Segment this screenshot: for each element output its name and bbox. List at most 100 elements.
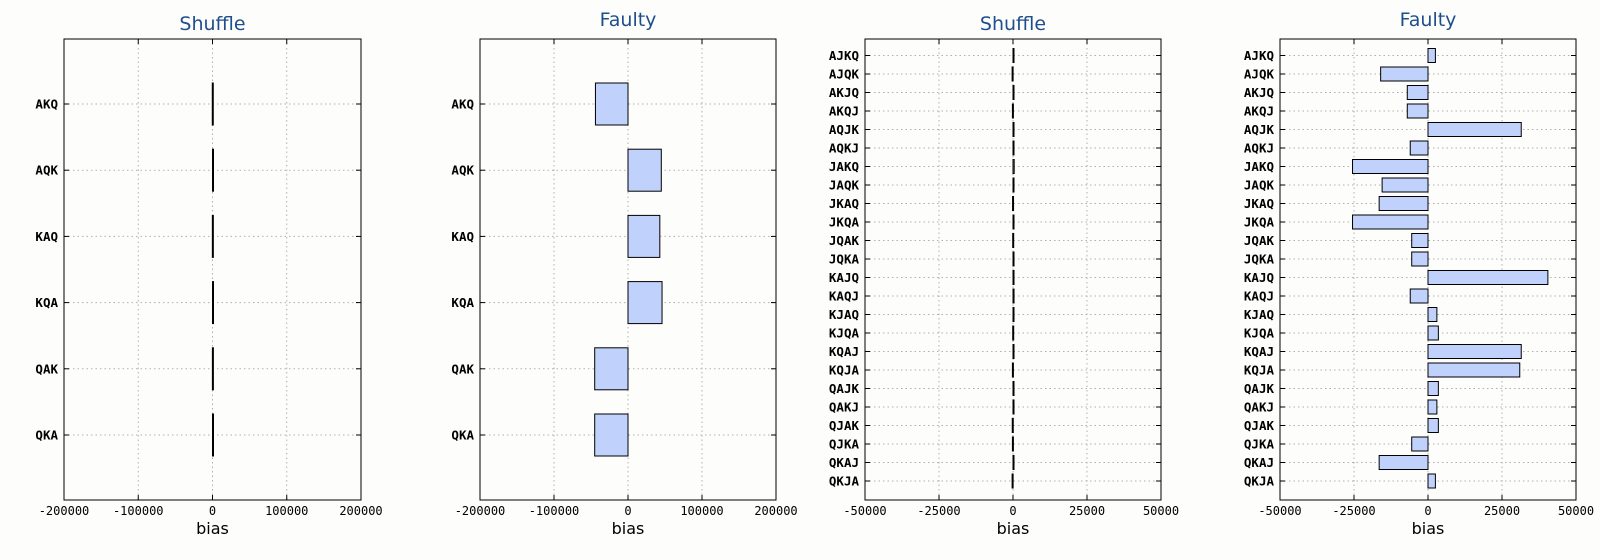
y-tick-label: KAQJ xyxy=(1244,289,1274,304)
x-tick-label: 100000 xyxy=(265,504,308,518)
bar-QAJK xyxy=(1427,381,1439,396)
bar-KAJQ xyxy=(1427,270,1549,285)
bar-AKQJ xyxy=(1406,103,1429,119)
x-tick-label: -50000 xyxy=(843,504,886,518)
bar-QKA xyxy=(594,413,629,457)
bar-JKAQ xyxy=(1012,196,1015,211)
x-tick-label: 25000 xyxy=(1484,504,1520,518)
y-tick-label: KAJQ xyxy=(1244,270,1274,285)
y-tick-label: QAK xyxy=(451,361,474,376)
y-tick-label: QAKJ xyxy=(829,400,859,415)
bar-JAKQ xyxy=(1352,159,1429,174)
bar-KQJA xyxy=(1427,362,1521,378)
x-tick-label: 0 xyxy=(209,504,216,518)
chart-title: Faulty xyxy=(1400,9,1457,31)
bar-QKAJ xyxy=(1012,455,1015,470)
bar-QAK xyxy=(211,347,214,391)
bar-KQJA xyxy=(1011,362,1014,378)
y-tick-label: QAJK xyxy=(829,381,860,396)
x-axis-label: bias xyxy=(612,519,645,538)
y-tick-label: QJAK xyxy=(1244,418,1275,433)
bar-KAQ xyxy=(211,214,214,258)
chart-panel-1: Shuffle -200000 -100000 0 100000 200000 AKQ AQK… xyxy=(35,13,382,538)
y-tick-label: JQKA xyxy=(829,252,860,267)
x-tick-label: -25000 xyxy=(917,504,960,518)
bar-KJAQ xyxy=(1012,307,1015,322)
y-tick-label: KQJA xyxy=(829,363,860,378)
x-axis-label: bias xyxy=(997,519,1030,538)
bar-JKQA xyxy=(1352,214,1429,230)
x-tick-label: -100000 xyxy=(113,504,164,518)
bar-QKAJ xyxy=(1378,455,1429,470)
y-tick-label: AQJK xyxy=(1244,122,1275,137)
bar-JAQK xyxy=(1012,177,1015,193)
x-tick-label: 0 xyxy=(624,504,631,518)
bar-KAQJ xyxy=(1409,288,1429,304)
x-tick-label: 100000 xyxy=(680,504,723,518)
bar-QJKA xyxy=(1411,436,1429,452)
y-tick-label: AKQJ xyxy=(829,104,859,119)
axes-frame xyxy=(1279,38,1577,501)
bar-AQK xyxy=(212,148,214,192)
axes-frame xyxy=(864,38,1162,501)
y-tick-label: QKJA xyxy=(1244,474,1275,489)
y-tick-label: AKQJ xyxy=(1244,104,1274,119)
y-tick-label: QKAJ xyxy=(1244,455,1274,470)
bar-AJQK xyxy=(1380,66,1429,82)
bar-QAKJ xyxy=(1427,399,1438,415)
y-tick-label: KQA xyxy=(451,295,474,310)
x-tick-label: 200000 xyxy=(339,504,382,518)
bar-AQJK xyxy=(1012,122,1015,137)
bar-AKJQ xyxy=(1012,85,1015,100)
bar-QAK xyxy=(594,347,629,391)
y-tick-label: KQAJ xyxy=(1244,344,1274,359)
chart-title: Shuffle xyxy=(980,13,1046,35)
y-tick-label: JQAK xyxy=(829,233,860,248)
x-tick-label: -25000 xyxy=(1332,504,1375,518)
y-tick-label: QAK xyxy=(35,361,58,376)
x-axis-label: bias xyxy=(196,519,229,538)
y-tick-label: AJKQ xyxy=(1244,48,1274,63)
y-tick-label: AKQ xyxy=(35,97,58,112)
bar-QJAK xyxy=(1427,418,1439,433)
x-tick-label: -200000 xyxy=(455,504,506,518)
bar-JKQA xyxy=(1012,214,1015,230)
bar-QKJA xyxy=(1011,473,1014,489)
y-tick-label: JQAK xyxy=(1244,233,1275,248)
bar-JKAQ xyxy=(1378,196,1429,211)
chart-panel-3: Shuffle -50000 -25000 0 25000 50000 AJKQ AJQK AK… xyxy=(829,13,1179,538)
y-tick-label: JKAQ xyxy=(1244,196,1274,211)
y-tick-label: JAQK xyxy=(1244,178,1275,193)
chart-title: Shuffle xyxy=(179,13,245,35)
y-tick-label: AJQK xyxy=(829,67,860,82)
y-tick-label: JKQA xyxy=(1244,215,1275,230)
bar-KQA xyxy=(212,281,214,325)
bar-AKQ xyxy=(211,82,214,126)
chart-panel-2: Faulty -200000 -100000 0 100000 200000 AKQ AQK K… xyxy=(451,9,797,538)
bar-QAKJ xyxy=(1012,399,1015,415)
bar-KJQA xyxy=(1012,325,1015,341)
axes-frame xyxy=(479,38,777,501)
y-tick-label: JKAQ xyxy=(829,196,859,211)
y-tick-label: AQJK xyxy=(829,122,860,137)
bar-AJQK xyxy=(1011,66,1014,82)
bar-QKA xyxy=(212,413,214,457)
bar-QAJK xyxy=(1012,381,1015,396)
chart-panel-4: Faulty -50000 -25000 0 25000 50000 AJKQ AJQK AKJ… xyxy=(1244,9,1594,538)
bar-KJAQ xyxy=(1427,307,1438,322)
bar-AKJQ xyxy=(1406,85,1429,100)
y-tick-label: QKAJ xyxy=(829,455,859,470)
bar-JAQK xyxy=(1381,177,1429,193)
y-tick-label: QAJK xyxy=(1244,381,1275,396)
y-tick-label: JAKQ xyxy=(1244,159,1274,174)
y-tick-label: KAQ xyxy=(35,229,58,244)
y-tick-label: AQK xyxy=(35,163,58,178)
bar-JQAK xyxy=(1012,233,1015,248)
y-tick-label: QAKJ xyxy=(1244,400,1274,415)
y-tick-label: JAQK xyxy=(829,178,860,193)
bar-KQAJ xyxy=(1427,344,1522,359)
y-tick-label: JKQA xyxy=(829,215,860,230)
bar-KAQJ xyxy=(1012,288,1015,304)
bar-JQAK xyxy=(1411,233,1429,248)
